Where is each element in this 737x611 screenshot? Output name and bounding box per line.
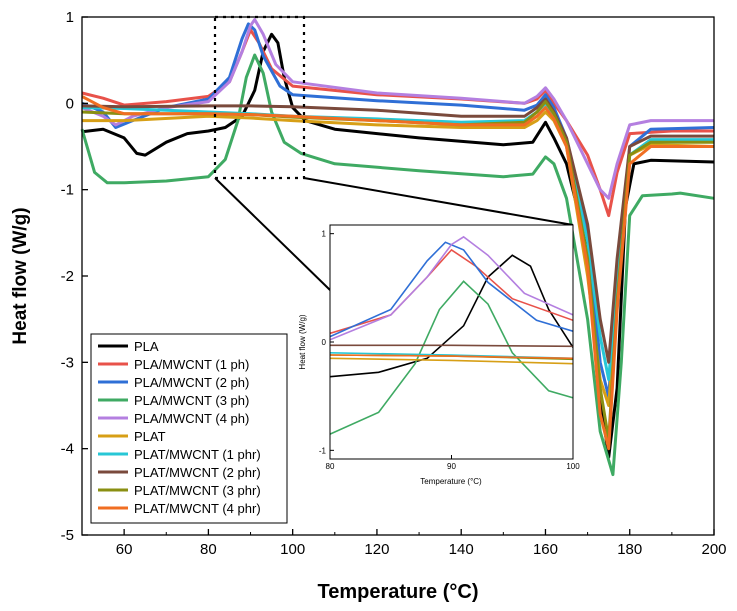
series-line-plat-mwcnt-2-phr [81,97,714,364]
y-tick-label: -4 [61,441,74,458]
legend-label-pla: PLA [134,339,159,354]
y-tick-label: 1 [66,9,74,26]
y-tick-label: -2 [61,268,74,285]
legend-label-pla-mwcnt-1-ph: PLA/MWCNT (1 ph) [134,357,249,372]
series-line-plat-mwcnt-4-phr [81,95,714,451]
inset-line-pla-mwcnt-2-ph [330,241,573,338]
x-tick-label: 140 [449,541,474,558]
inset-y-tick-label: -1 [319,446,327,455]
y-tick-label: -5 [61,527,74,544]
inset-x-tick-label: 90 [447,462,456,471]
inset-line-plat [330,357,573,365]
legend-label-plat-mwcnt-1-phr: PLAT/MWCNT (1 phr) [134,447,261,462]
legend-label-pla-mwcnt-2-ph: PLA/MWCNT (2 ph) [134,375,249,390]
inset-line-pla-mwcnt-4-ph [330,235,573,341]
legend-label-pla-mwcnt-4-ph: PLA/MWCNT (4 ph) [134,411,249,426]
legend: PLA PLA/MWCNT (1 ph) PLA/MWCNT (2 ph) PLA/M… [90,333,288,524]
x-tick-label: 200 [701,541,726,558]
legend-label-pla-mwcnt-3-ph: PLA/MWCNT (3 ph) [134,393,249,408]
x-tick-label: 80 [200,541,217,558]
inset-x-axis-title: Temperature (°C) [420,477,482,486]
x-tick-label: 100 [280,541,305,558]
series-line-pla-mwcnt-4-ph [81,18,714,200]
inset-x-tick-label: 80 [326,462,335,471]
y-tick-label: 0 [66,95,74,112]
y-tick-label: -3 [61,354,74,371]
x-axis-title: Temperature (°C) [318,581,479,603]
inset-background [330,225,573,459]
legend-label-plat-mwcnt-4-phr: PLAT/MWCNT (4 phr) [134,501,261,516]
inset-line-plat-mwcnt-2-phr [330,344,573,348]
inset-x-tick-label: 100 [566,462,580,471]
zoom-connector-left [214,177,331,291]
y-tick-label: -1 [61,182,74,199]
inset-series-lines [330,235,573,435]
legend-label-plat: PLAT [134,429,166,444]
main-series-lines [80,18,715,477]
x-tick-label: 60 [116,541,133,558]
x-tick-label: 120 [364,541,389,558]
inset-y-tick-label: 1 [322,230,327,239]
inset-line-pla [330,254,573,378]
inset-line-plat-mwcnt-4-phr [330,354,573,360]
zoom-connector-right [303,177,574,226]
inset-axis-ticks: 80 90 100 1 0 -1 [319,230,580,471]
x-tick-label: 180 [617,541,642,558]
series-line-pla-mwcnt-3-ph [80,53,715,477]
x-tick-label: 160 [533,541,558,558]
legend-label-plat-mwcnt-3-phr: PLAT/MWCNT (3 phr) [134,483,261,498]
y-axis-title: Heat flow (W/g) [10,207,31,344]
inset-y-tick-label: 0 [322,338,327,347]
inset-line-pla-mwcnt-3-ph [330,280,573,435]
zoom-region-box [213,15,306,180]
inset-y-axis-title: Heat flow (W/g) [298,314,307,369]
inset-chart: 80 90 100 1 0 -1 Temperature (°C) Heat flow (… [298,224,580,486]
legend-label-plat-mwcnt-2-phr: PLAT/MWCNT (2 phr) [134,465,261,480]
